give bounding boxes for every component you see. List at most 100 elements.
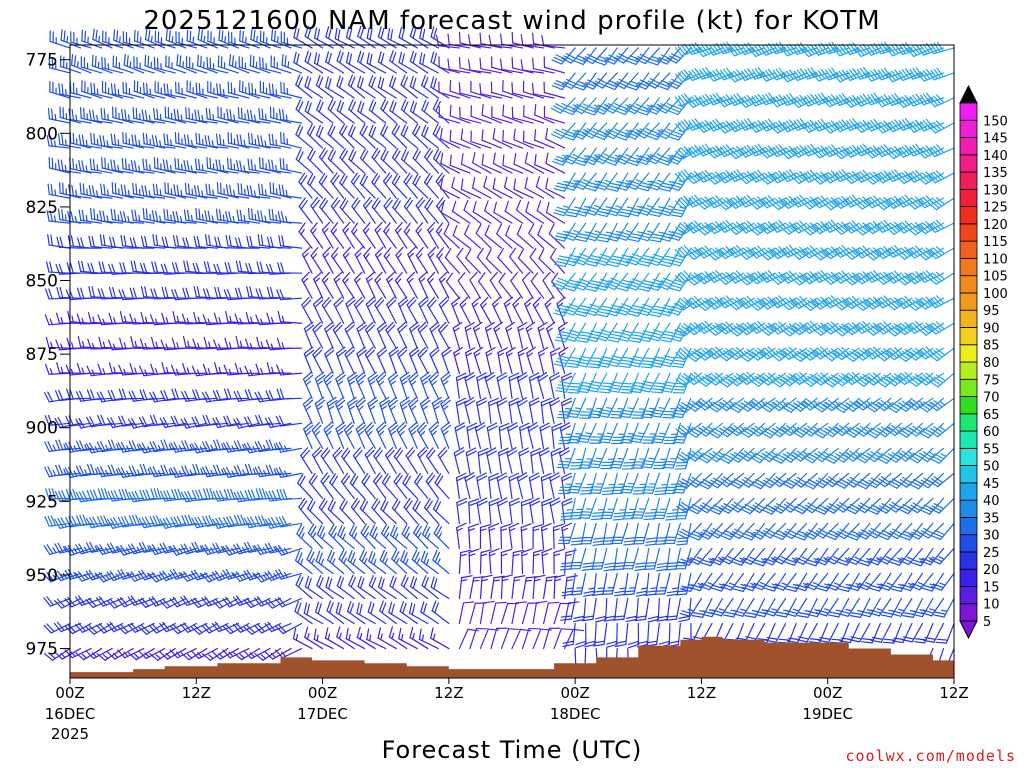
wind-barb (478, 272, 492, 299)
wind-barb (399, 371, 411, 399)
wind-barb (311, 446, 324, 474)
wind-barb (335, 371, 346, 399)
wind-barb (492, 152, 513, 174)
wind-barb (276, 388, 303, 400)
wind-barb (453, 346, 464, 374)
wind-barb (397, 296, 409, 324)
colorbar-swatch (959, 586, 978, 605)
wind-barb (536, 200, 555, 224)
wind-barb (467, 59, 492, 74)
wind-barb (559, 422, 571, 449)
x-tick-label: 12Z (939, 684, 968, 702)
wind-barb (545, 127, 566, 149)
wind-barb (119, 337, 145, 349)
wind-barb (129, 237, 155, 249)
y-tick-label: 900 (26, 419, 58, 439)
wind-barb (537, 224, 555, 249)
wind-barb (161, 362, 187, 374)
wind-barb (376, 321, 388, 349)
wind-barb (128, 440, 155, 452)
colorbar-tick-label: 140 (983, 149, 1008, 164)
wind-barb (278, 234, 303, 249)
wind-barb (528, 223, 545, 249)
wind-barb (541, 548, 553, 575)
wind-barb (118, 388, 145, 400)
wind-barb (149, 440, 176, 453)
wind-barb (408, 346, 420, 374)
wind-barb (78, 209, 103, 224)
wind-barb (447, 58, 471, 74)
wind-barb (500, 628, 520, 650)
wind-barb (298, 197, 313, 224)
wind-barb (511, 601, 528, 625)
wind-barb (169, 622, 197, 635)
wind-barb (421, 99, 439, 124)
wind-barb (355, 371, 366, 399)
wind-barb (330, 222, 345, 249)
wind-barb (398, 627, 418, 650)
wind-barb (192, 389, 218, 401)
wind-barb (302, 371, 314, 399)
wind-barb (192, 463, 218, 476)
wind-barb (398, 26, 418, 49)
wind-barb (491, 56, 513, 74)
wind-barb (117, 596, 145, 608)
wind-barb (222, 596, 250, 608)
wind-barb (87, 463, 113, 476)
wind-barb (343, 421, 355, 449)
wind-barb (182, 237, 208, 249)
wind-barb (493, 321, 503, 349)
wind-barb (313, 296, 324, 324)
wind-barb (326, 549, 345, 575)
wind-barb (150, 288, 176, 300)
wind-barb (276, 364, 303, 376)
wind-barb (294, 600, 313, 625)
wind-barb (366, 27, 387, 49)
wind-barb (301, 296, 313, 324)
colorbar-tick-label: 20 (983, 563, 1000, 578)
wind-barb (438, 81, 460, 99)
wind-barb (265, 439, 292, 451)
wind-barb (347, 550, 366, 575)
wind-barb (127, 647, 155, 661)
wind-barb (190, 597, 218, 609)
wind-barb (386, 296, 397, 324)
wind-barb (297, 473, 313, 500)
wind-barb (142, 158, 166, 174)
wind-barb (207, 80, 229, 99)
wind-barb (277, 310, 303, 324)
wind-barbs-layer (43, 25, 955, 674)
wind-barb (345, 51, 366, 74)
wind-barb (310, 197, 324, 224)
wind-barb (316, 99, 334, 124)
wind-barb (49, 30, 71, 49)
wind-barb (377, 26, 397, 49)
chart-title: 2025121600 NAM forecast wind profile (kt… (143, 6, 880, 36)
wind-barb (400, 149, 418, 174)
wind-barb (347, 74, 366, 99)
wind-barb (44, 515, 71, 527)
wind-barb (193, 235, 218, 249)
wind-barb (154, 80, 176, 99)
wind-barb (511, 82, 534, 99)
wind-barb (544, 296, 555, 324)
wind-barb (513, 153, 534, 174)
wind-barb (90, 82, 113, 99)
wind-barb (532, 628, 552, 650)
wind-barb (279, 157, 303, 174)
wind-barb (325, 51, 345, 74)
wind-barb (275, 466, 303, 478)
wind-barb (541, 34, 566, 49)
colorbar-swatch (959, 361, 978, 380)
wind-barb (307, 148, 324, 174)
wind-barb (87, 338, 113, 350)
wind-barb (139, 389, 166, 401)
wind-barb (485, 346, 496, 374)
wind-barb (112, 106, 134, 124)
wind-barb (359, 123, 376, 149)
wind-barb (483, 176, 503, 199)
wind-barb (408, 602, 429, 625)
wind-barb (250, 28, 271, 49)
wind-barb (551, 72, 576, 91)
colorbar-tick-label: 105 (983, 270, 1008, 285)
